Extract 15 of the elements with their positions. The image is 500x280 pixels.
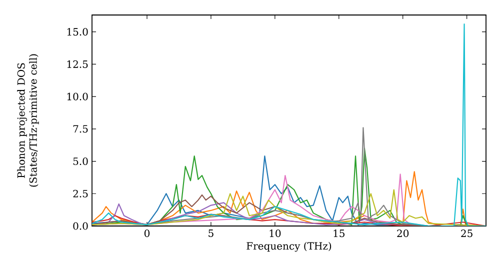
- y-axis-title: Phonon projected DOS (States/THz·primitive cell): [17, 54, 39, 187]
- y-tick-label: 10.0: [67, 92, 88, 100]
- x-tick-label: 5: [208, 230, 214, 237]
- y-tick-label: 7.5: [73, 125, 88, 133]
- x-tick-label: 20: [397, 230, 409, 238]
- x-tick-label: 25: [461, 230, 472, 238]
- y-tick-label: 0.0: [73, 222, 88, 230]
- x-tick-label: 15: [334, 230, 344, 238]
- x-tick-label: 10: [270, 230, 281, 238]
- y-tick-label: 2.5: [73, 190, 88, 198]
- y-tick-label: 5.0: [73, 157, 88, 166]
- x-axis-title: Frequency (THz): [246, 242, 332, 252]
- y-tick-label: 15.0: [67, 28, 88, 36]
- x-tick-label: 0: [144, 230, 150, 238]
- y-tick-label: 12.5: [67, 60, 88, 68]
